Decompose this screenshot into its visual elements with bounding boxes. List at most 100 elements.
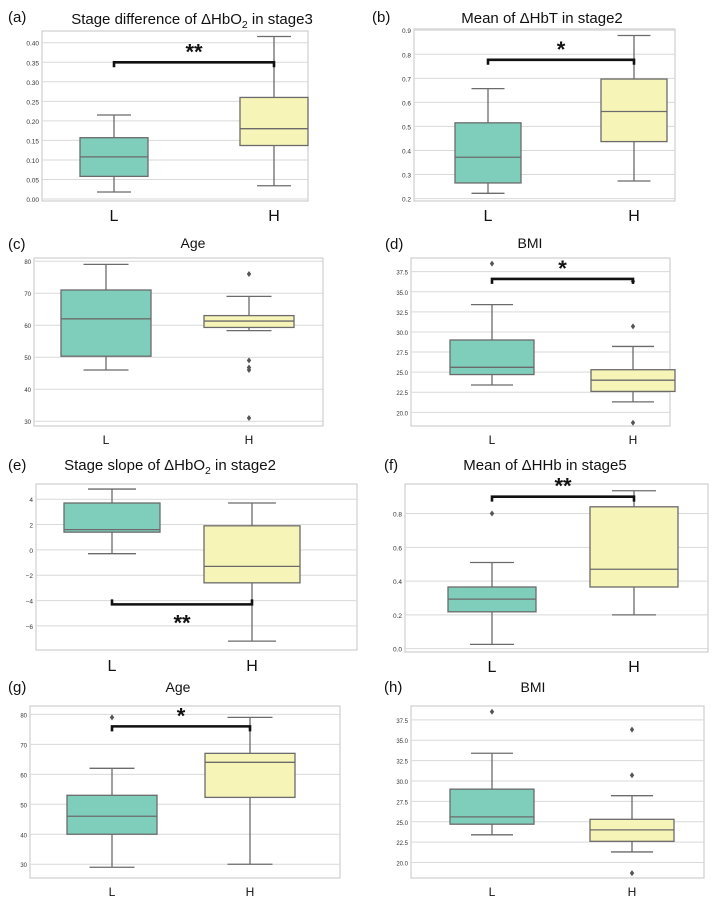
panel-title: BMI (521, 679, 546, 695)
y-tick-label: 30.0 (396, 331, 408, 337)
title-main: Mean of ΔHbT in stage2 (461, 10, 623, 27)
y-tick-label: 0.4 (393, 579, 402, 586)
box-body (204, 752, 296, 799)
x-tick-label-H: H (268, 208, 280, 225)
outlier-point (246, 271, 252, 277)
y-tick-label: 2 (29, 523, 33, 530)
x-tick-label-H: H (628, 208, 640, 225)
y-tick-label: 0.6 (393, 545, 402, 552)
box-H (590, 278, 676, 426)
significance-bracket: * (490, 256, 635, 284)
y-tick-label: 30 (24, 420, 31, 426)
panel-label: (f) (384, 457, 398, 474)
bracket-line (110, 599, 254, 606)
title-main: Mean of ΔHHb in stage5 (463, 457, 626, 474)
significance-label: ** (173, 610, 191, 635)
box-L (79, 114, 149, 193)
panel-title: Age (166, 679, 191, 695)
box-H (203, 502, 301, 642)
panel-label: (d) (385, 236, 403, 253)
title-main: Age (166, 679, 191, 695)
outlier-point (246, 357, 252, 364)
x-tick-label-H: H (245, 433, 254, 447)
y-tick-label: 50 (24, 356, 31, 362)
box-L (66, 714, 158, 868)
title-main: Stage difference of ΔHbO (71, 11, 242, 28)
outlier-point (246, 415, 252, 421)
significance-bracket: ** (110, 599, 254, 635)
y-tick-label: 22.5 (396, 841, 408, 847)
box-body (449, 339, 535, 376)
box-body (589, 506, 679, 588)
y-tick-label: −6 (26, 624, 34, 631)
y-tick-label: 37.5 (396, 719, 408, 725)
y-tick-label: 0.15 (26, 138, 39, 145)
y-tick-label: 32.5 (396, 311, 408, 317)
significance-bracket: ** (490, 474, 636, 502)
box-H (589, 726, 675, 877)
y-tick-label: 40 (24, 388, 31, 394)
x-tick-label-L: L (489, 885, 496, 899)
significance-bracket: * (110, 703, 252, 732)
y-tick-label: 30 (20, 863, 27, 869)
x-tick-label-H: H (629, 433, 638, 447)
x-tick-label-L: L (103, 433, 110, 447)
box-H (600, 34, 668, 182)
y-tick-label: 0.35 (26, 60, 39, 67)
panel-label: (c) (8, 236, 26, 253)
y-tick-label: 25.0 (396, 821, 408, 827)
y-tick-label: −2 (26, 573, 34, 580)
y-tick-label: 0.05 (26, 178, 39, 185)
bracket-line (490, 495, 636, 502)
y-tick-label: 60 (24, 324, 31, 330)
box-L (60, 263, 152, 371)
y-tick-label: 32.5 (396, 760, 408, 766)
y-tick-label: 0.0 (393, 647, 402, 654)
y-tick-label: 50 (20, 803, 27, 809)
outlier-point (629, 772, 635, 779)
y-tick-label: 30.0 (396, 780, 408, 786)
box-H (239, 35, 309, 187)
box-L (63, 488, 161, 555)
title-tail: in stage2 (211, 457, 276, 474)
x-tick-label-H: H (628, 659, 640, 676)
panel-g: 30 40 50 60 70 80 L H * (g) Age (8, 679, 341, 899)
bracket-line (490, 277, 635, 284)
outlier-point (630, 323, 636, 330)
y-tick-label: 0.5 (402, 124, 411, 131)
panel-c: 30 40 50 60 70 80 L H (c) Age (8, 235, 324, 447)
x-tick-label-H: H (246, 885, 255, 899)
title-subscript: 2 (242, 19, 248, 31)
y-tick-label: −4 (26, 599, 34, 606)
y-tick-label: 0.25 (26, 99, 39, 106)
title-main: BMI (521, 679, 546, 695)
y-tick-label: 0.00 (26, 197, 39, 204)
box-L (449, 260, 535, 386)
box-H (589, 490, 679, 616)
title-main: BMI (518, 235, 543, 251)
y-tick-label: 0.6 (402, 100, 411, 107)
y-tick-label: 80 (24, 260, 31, 266)
box-body (454, 122, 522, 184)
x-tick-label-H: H (628, 885, 637, 899)
panel-title: BMI (518, 235, 543, 251)
y-tick-label: 0.10 (26, 158, 39, 165)
box-H (203, 271, 295, 421)
panel-title: Stage difference of ΔHbO2 in stage3 (71, 11, 313, 31)
y-tick-label: 0.30 (26, 80, 39, 87)
title-subscript: 2 (205, 465, 211, 477)
y-tick-label: 80 (20, 713, 27, 719)
panel-b: 0.2 0.3 0.4 0.5 0.6 0.7 0.8 0.9 L H * (b) Mean of ΔH… (372, 9, 676, 225)
box-L (447, 510, 537, 646)
box-H (204, 716, 296, 865)
box-body (66, 794, 158, 835)
y-tick-label: 0.7 (402, 76, 411, 83)
panel-h: 20.0 22.5 25.0 27.5 30.0 32.5 35.0 37.5 L H (h) BMI (384, 679, 705, 899)
x-tick-label-H: H (246, 658, 258, 675)
y-tick-label: 0.4 (402, 148, 411, 155)
outlier-point (246, 367, 252, 373)
panel-label: (g) (8, 679, 26, 696)
significance-label: ** (554, 474, 572, 499)
bracket-line (486, 58, 636, 65)
